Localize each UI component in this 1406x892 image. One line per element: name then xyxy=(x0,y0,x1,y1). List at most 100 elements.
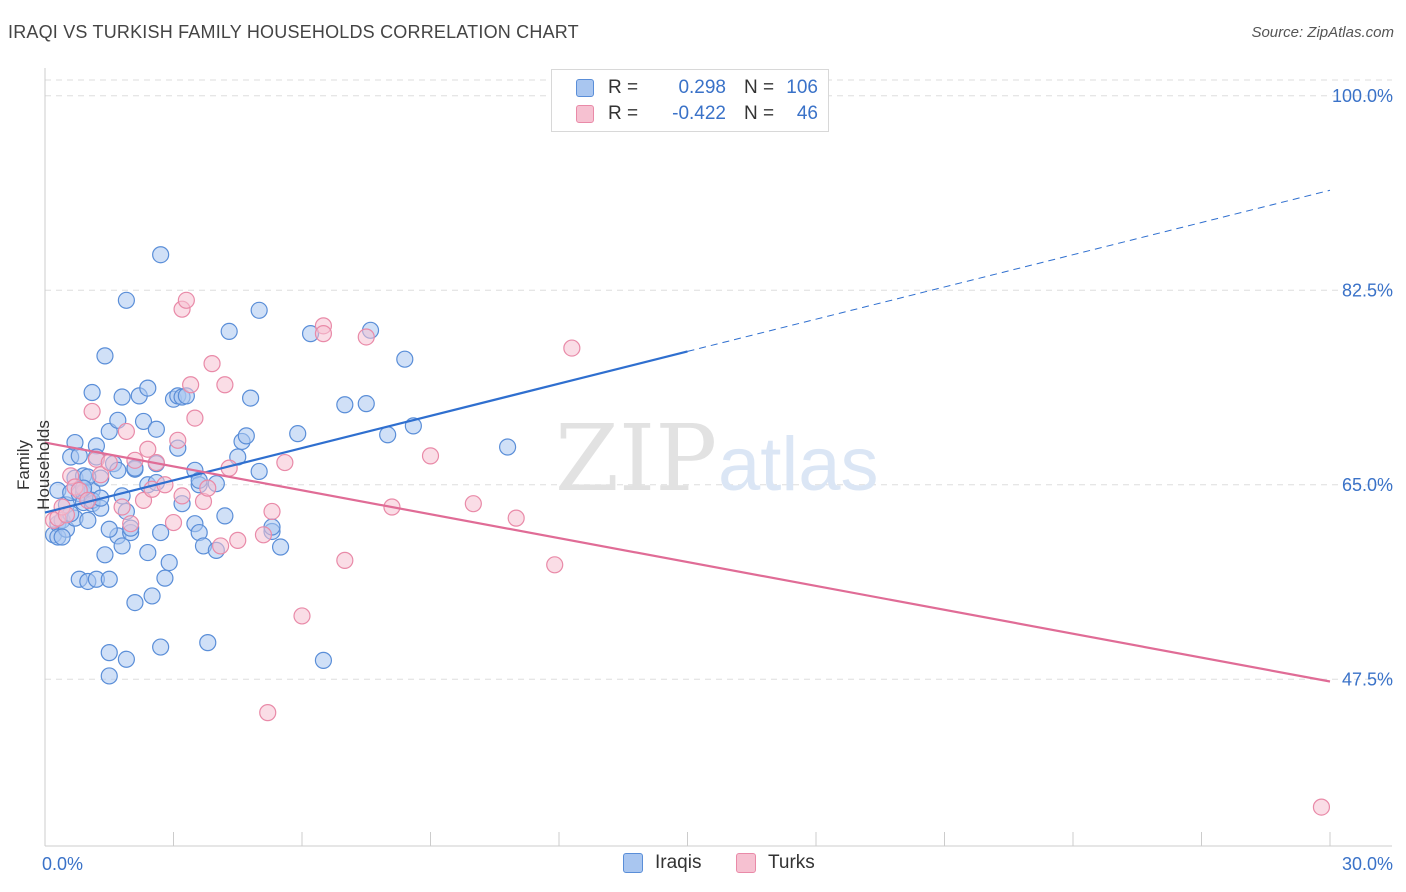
stats-row-turks: R = -0.422 N = 46 xyxy=(576,102,818,126)
legend: Iraqis Turks xyxy=(0,852,1406,878)
iraqi-point xyxy=(139,379,157,397)
iraqi-point xyxy=(117,650,135,668)
n-label: N = xyxy=(744,103,775,124)
n-value-iraqis: 106 xyxy=(786,77,818,98)
y-tick-label: 82.5% xyxy=(1342,280,1393,300)
trendline-iraqis-extension xyxy=(687,189,1331,352)
turk-point xyxy=(259,704,277,722)
iraqi-point xyxy=(96,347,114,365)
turk-point xyxy=(216,376,234,394)
iraqi-point xyxy=(100,667,118,685)
iraqi-point xyxy=(289,425,307,443)
legend-swatch-iraqis xyxy=(623,853,643,873)
iraqi-point xyxy=(134,412,153,431)
turk-point xyxy=(229,531,247,549)
iraqi-point xyxy=(152,638,170,656)
watermark: ZIP atlas xyxy=(555,405,879,512)
chart-source: Source: ZipAtlas.com xyxy=(1251,24,1394,41)
y-axis-label: Family Households xyxy=(14,420,53,510)
n-value-turks: 46 xyxy=(796,103,818,124)
iraqi-point xyxy=(314,651,333,669)
turk-point xyxy=(199,479,217,497)
iraqi-point xyxy=(396,350,414,368)
iraqi-point xyxy=(499,438,517,456)
y-tick-label: 47.5% xyxy=(1342,669,1393,689)
x-tick-label-min: 0.0% xyxy=(42,854,83,874)
turk-point xyxy=(546,556,564,574)
iraqi-point xyxy=(336,396,354,414)
turk-point xyxy=(254,526,273,544)
iraqi-point xyxy=(216,507,234,525)
r-label: R = xyxy=(608,103,639,124)
iraqi-point xyxy=(160,553,178,572)
r-value-turks: -0.422 xyxy=(672,103,726,124)
iraqi-point xyxy=(152,246,170,264)
r-value-iraqis: 0.298 xyxy=(678,77,726,98)
iraqi-point xyxy=(79,511,97,529)
iraqi-point xyxy=(250,462,268,481)
iraqi-point xyxy=(250,301,268,319)
turk-point xyxy=(177,291,195,309)
n-label: N = xyxy=(744,77,775,98)
turk-point xyxy=(100,453,118,472)
legend-label-iraqis: Iraqis xyxy=(655,852,702,873)
iraqi-point xyxy=(242,389,260,407)
axes xyxy=(44,68,1392,847)
iraqi-point xyxy=(220,322,238,341)
turk-point xyxy=(139,440,157,458)
iraqi-point xyxy=(379,426,397,444)
turk-point xyxy=(276,453,294,472)
turk-point xyxy=(507,509,525,527)
iraqi-point xyxy=(53,528,71,546)
stats-box: R = 0.298 N = 106 R = -0.422 N = 46 xyxy=(551,69,829,132)
watermark-atlas: atlas xyxy=(718,422,879,507)
trendlines xyxy=(44,189,1331,683)
gridlines xyxy=(45,79,1392,680)
turk-points xyxy=(44,291,1331,816)
legend-item-iraqis[interactable]: Iraqis xyxy=(623,852,701,874)
turk-point xyxy=(182,376,200,394)
turk-point xyxy=(1312,798,1331,816)
iraqi-point xyxy=(96,546,114,564)
iraqi-point xyxy=(199,634,217,652)
iraqi-point xyxy=(113,388,131,406)
chart-title: IRAQI VS TURKISH FAMILY HOUSEHOLDS CORRE… xyxy=(8,22,579,42)
turk-point xyxy=(92,466,110,484)
iraqi-point xyxy=(237,427,255,445)
turk-point xyxy=(122,515,140,533)
turk-point xyxy=(113,498,131,516)
turk-point xyxy=(212,537,230,555)
iraqi-point xyxy=(100,520,118,538)
iraqi-point xyxy=(117,291,135,309)
iraqi-point xyxy=(126,593,144,612)
iraqi-point xyxy=(139,543,157,562)
trendline-iraqis xyxy=(44,350,688,514)
y-tick-label: 100.0% xyxy=(1332,86,1393,106)
y-tick-labels: 47.5% 65.0% 82.5% 100.0% xyxy=(1332,86,1393,689)
iraqi-point xyxy=(357,395,375,413)
iraqi-points xyxy=(44,246,517,685)
legend-swatch-turks xyxy=(736,853,756,873)
turk-point xyxy=(203,355,221,373)
stats-row-iraqis: R = 0.298 N = 106 xyxy=(576,76,818,100)
watermark-zip: ZIP xyxy=(555,405,717,512)
iraqi-point xyxy=(113,537,131,555)
legend-item-turks[interactable]: Turks xyxy=(736,852,815,874)
x-tick-labels: 0.0% 30.0% xyxy=(42,854,1393,874)
iraqi-point xyxy=(156,569,174,587)
turk-point xyxy=(83,402,101,421)
turks-swatch xyxy=(576,105,594,123)
turk-point xyxy=(293,607,311,625)
turk-point xyxy=(173,487,191,505)
trendline-turks xyxy=(44,441,1331,683)
turk-point xyxy=(117,422,135,441)
iraqi-point xyxy=(271,538,290,556)
iraqi-point xyxy=(100,644,118,662)
turk-point xyxy=(314,325,333,343)
iraqis-swatch xyxy=(576,79,594,97)
turk-point xyxy=(357,328,375,346)
iraqi-point xyxy=(83,383,101,402)
turk-point xyxy=(186,409,204,427)
x-ticks xyxy=(44,832,1331,846)
